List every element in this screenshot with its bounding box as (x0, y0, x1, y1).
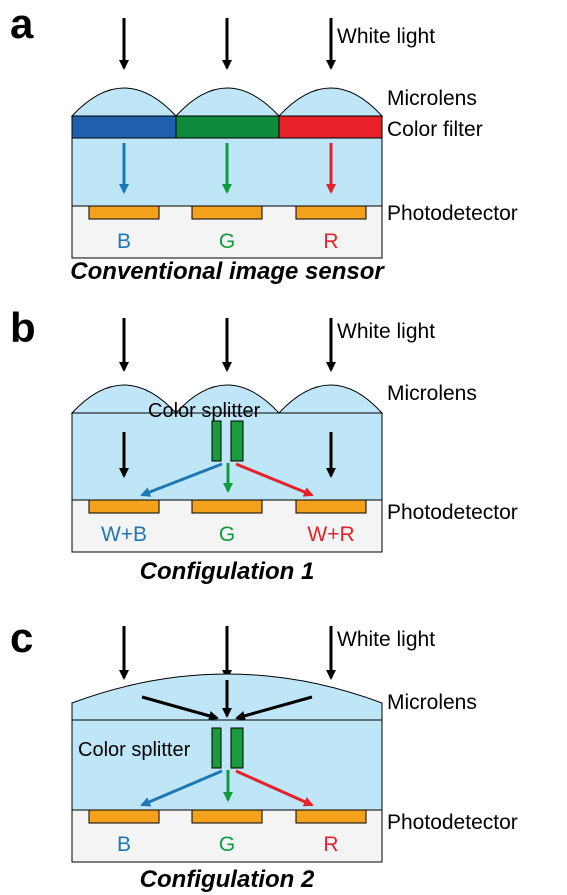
color-splitter-bar (230, 420, 244, 462)
pixel-label-green: G (219, 833, 235, 856)
pixel-label-red: R (323, 230, 338, 253)
white-light-label: White light (337, 25, 435, 48)
microlens (174, 87, 281, 117)
panel-letter-a: a (10, 0, 34, 47)
blue-filter (71, 115, 177, 139)
panel-b: b White light Color splitter W+B G W+R M… (10, 304, 518, 585)
panel-caption: Configulation 2 (140, 866, 315, 893)
microlens-label: Microlens (387, 382, 477, 405)
microlens (70, 87, 178, 117)
pixel-label-green: G (219, 523, 235, 546)
pixel-label-blue: B (117, 833, 131, 856)
white-light-label: White light (337, 320, 435, 343)
microlens-label: Microlens (387, 691, 477, 714)
focused-light-arrow (235, 695, 313, 721)
pixel-label-blue: W+B (101, 523, 147, 546)
microlens (174, 384, 281, 414)
panel-a: a White light B G R Microlens Color filt… (10, 0, 518, 285)
panel-letter-b: b (10, 304, 36, 351)
red-light-arrow (235, 462, 314, 497)
color-splitter-bar (211, 420, 222, 462)
red-filter (278, 115, 383, 139)
photodetector-label: Photodetector (387, 811, 518, 834)
panel-caption: Conventional image sensor (70, 258, 385, 285)
green-filter (175, 115, 280, 139)
panel-c: c White light Color splitter B G R Micro… (10, 614, 518, 893)
red-light-arrow (235, 769, 314, 807)
photodetector (191, 809, 263, 824)
color-filter-label: Color filter (387, 118, 483, 141)
photodetector (295, 205, 367, 220)
color-splitter-label: Color splitter (148, 400, 261, 422)
microlens (70, 384, 178, 414)
photodetector (88, 499, 160, 514)
panel-letter-c: c (10, 614, 33, 661)
pixel-label-green: G (219, 230, 235, 253)
microlens (277, 384, 384, 414)
pixel-label-red: W+R (307, 523, 354, 546)
photodetector (191, 205, 263, 220)
photodetector (191, 499, 263, 514)
panel-caption: Configulation 1 (140, 558, 315, 585)
microlens-label: Microlens (387, 87, 477, 110)
blue-light-arrow (140, 462, 223, 497)
photodetector (295, 809, 367, 824)
photodetector (295, 499, 367, 514)
pixel-label-blue: B (117, 230, 131, 253)
color-splitter-bar (211, 727, 222, 769)
pixel-label-red: R (323, 833, 338, 856)
focused-light-arrow (141, 695, 219, 721)
white-light-label: White light (337, 628, 435, 651)
color-splitter-label: Color splitter (78, 739, 191, 761)
blue-light-arrow (140, 769, 223, 807)
photodetector-label: Photodetector (387, 202, 518, 225)
photodetector (88, 205, 160, 220)
photodetector-label: Photodetector (387, 501, 518, 524)
microlens (277, 87, 384, 117)
photodetector (88, 809, 160, 824)
color-splitter-bar (230, 727, 244, 769)
